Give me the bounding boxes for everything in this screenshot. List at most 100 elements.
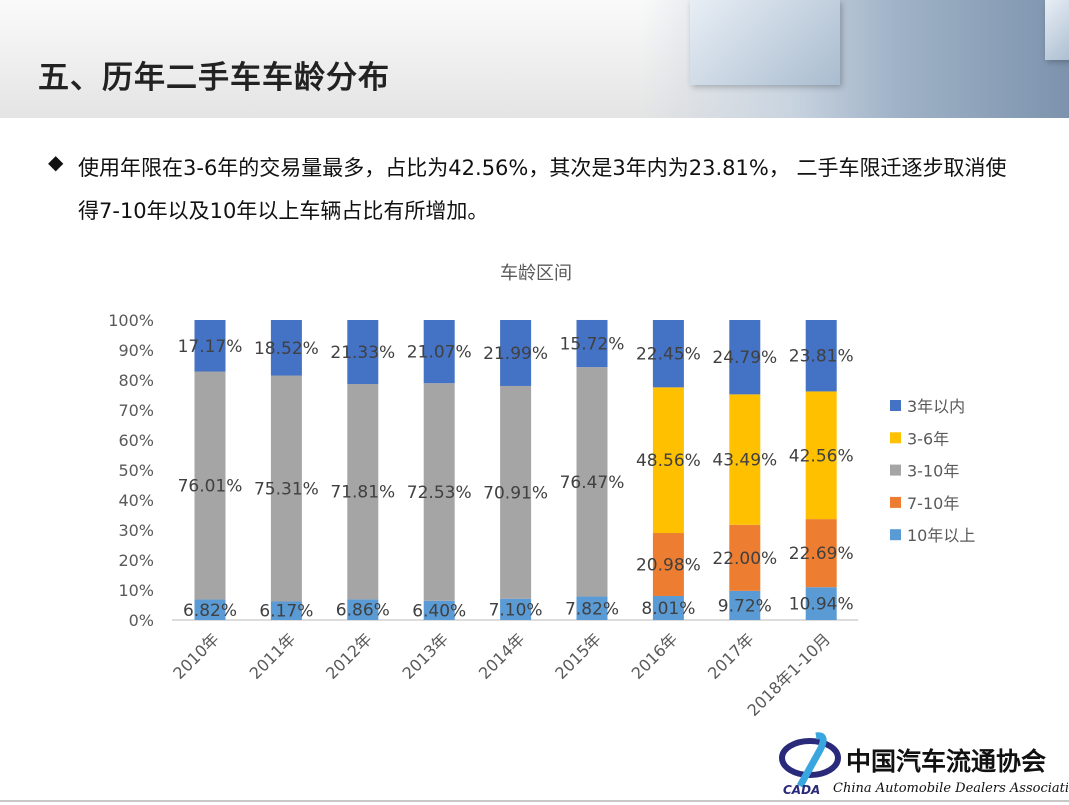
description-text: 使用年限在3-6年的交易量最多，占比为42.56%，其次是3年内为23.81%，… [78, 156, 1007, 223]
bar-segment [729, 394, 761, 525]
legend-label: 3年以内 [907, 397, 965, 416]
x-tick-label: 2010年 [169, 629, 223, 683]
y-tick-label: 40% [118, 491, 154, 510]
y-tick-label: 30% [118, 521, 154, 540]
x-tick-label: 2013年 [398, 629, 452, 683]
data-label: 76.01% [178, 477, 243, 497]
bar-segment [194, 599, 226, 620]
legend-swatch [890, 400, 901, 411]
logo-cn: 中国汽车流通协会 [846, 747, 1046, 776]
bar-segment [347, 383, 379, 600]
data-label: 21.99% [483, 344, 548, 364]
data-label: 6.17% [259, 602, 313, 622]
bar-segment [270, 375, 302, 602]
bar-segment [729, 524, 761, 591]
y-tick-label: 60% [118, 431, 154, 450]
bar-segment [576, 319, 608, 368]
legend-swatch [890, 432, 901, 444]
bar-segment [652, 387, 684, 534]
bar-segment [729, 590, 761, 620]
data-label: 21.33% [330, 343, 395, 363]
data-label: 6.86% [336, 601, 390, 621]
legend-label: 10年以上 [907, 526, 975, 545]
x-tick-label: 2015年 [551, 629, 605, 683]
y-tick-label: 10% [118, 581, 154, 600]
data-label: 48.56% [636, 451, 701, 471]
data-label: 23.81% [789, 347, 854, 367]
x-tick-label: 2014年 [475, 629, 529, 683]
data-label: 21.07% [407, 343, 472, 363]
bar-segment [194, 371, 226, 600]
data-label: 10.94% [789, 595, 854, 615]
data-label: 22.00% [712, 549, 777, 569]
y-tick-label: 20% [118, 551, 154, 570]
bar-segment [500, 320, 532, 386]
bar-segment [347, 599, 379, 620]
bar-segment [805, 320, 837, 392]
data-label: 22.45% [636, 345, 701, 365]
bar-segment [270, 320, 302, 376]
bar-segment [576, 596, 608, 620]
bar-segment [652, 595, 684, 620]
data-label: 75.31% [254, 480, 319, 500]
bar-segment [194, 320, 226, 372]
legend-label: 7-10年 [907, 494, 959, 513]
bar-segment [805, 519, 837, 588]
data-label: 70.91% [483, 483, 548, 503]
cada-logo: CADA 中国汽车流通协会 China Automobile Dealers A… [778, 728, 1069, 798]
header-photo [640, 0, 1069, 118]
slide-title: 五、历年二手车车龄分布 [38, 60, 390, 96]
logo-abbr: CADA [783, 783, 820, 797]
data-label: 43.49% [712, 451, 777, 471]
data-label: 72.53% [407, 483, 472, 503]
legend-label: 3-10年 [907, 462, 959, 481]
y-tick-label: 90% [118, 341, 154, 360]
legend-swatch [890, 529, 901, 541]
data-label: 42.56% [789, 446, 854, 466]
x-tick-label: 2016年 [628, 629, 682, 683]
bar-segment [270, 601, 302, 620]
footer-divider [0, 800, 1069, 802]
bar-segment [500, 598, 532, 620]
data-label: 7.10% [489, 600, 543, 620]
x-tick-label: 2011年 [246, 629, 300, 683]
data-label: 9.72% [718, 596, 772, 616]
data-label: 15.72% [560, 335, 625, 355]
y-tick-label: 80% [118, 371, 154, 390]
data-label: 24.79% [712, 348, 777, 368]
bar-segment [805, 587, 837, 620]
bar-segment [652, 320, 684, 388]
y-tick-label: 0% [129, 611, 154, 630]
data-label: 18.52% [254, 339, 319, 359]
bar-segment [423, 383, 455, 601]
y-tick-label: 100% [108, 311, 154, 330]
diamond-icon: ◆ [48, 150, 64, 174]
bar-segment [423, 600, 455, 620]
x-tick-label: 2017年 [704, 629, 758, 683]
data-label: 8.01% [641, 599, 695, 619]
data-label: 76.47% [560, 473, 625, 493]
y-tick-label: 50% [118, 461, 154, 480]
x-tick-label: 2012年 [322, 629, 376, 683]
bar-segment [805, 391, 837, 520]
legend-swatch [890, 496, 901, 508]
data-label: 6.40% [412, 601, 466, 621]
y-tick-label: 70% [118, 401, 154, 420]
legend-label: 3-6年 [907, 429, 949, 448]
bar-segment [347, 320, 379, 384]
bar-segment [500, 385, 532, 599]
bar-segment [652, 533, 684, 596]
data-label: 71.81% [330, 483, 395, 503]
chart-title: 车龄区间 [500, 263, 572, 284]
logo-en: China Automobile Dealers Association [833, 781, 1068, 796]
legend-swatch [890, 464, 901, 476]
bar-segment [423, 320, 455, 384]
data-label: 7.82% [565, 599, 619, 619]
slide-header: 五、历年二手车车龄分布 [0, 0, 1069, 118]
bar-segment [576, 367, 608, 597]
data-label: 22.69% [789, 544, 854, 564]
data-label: 17.17% [178, 337, 243, 357]
data-label: 6.82% [183, 601, 237, 621]
bar-segment [729, 320, 761, 395]
